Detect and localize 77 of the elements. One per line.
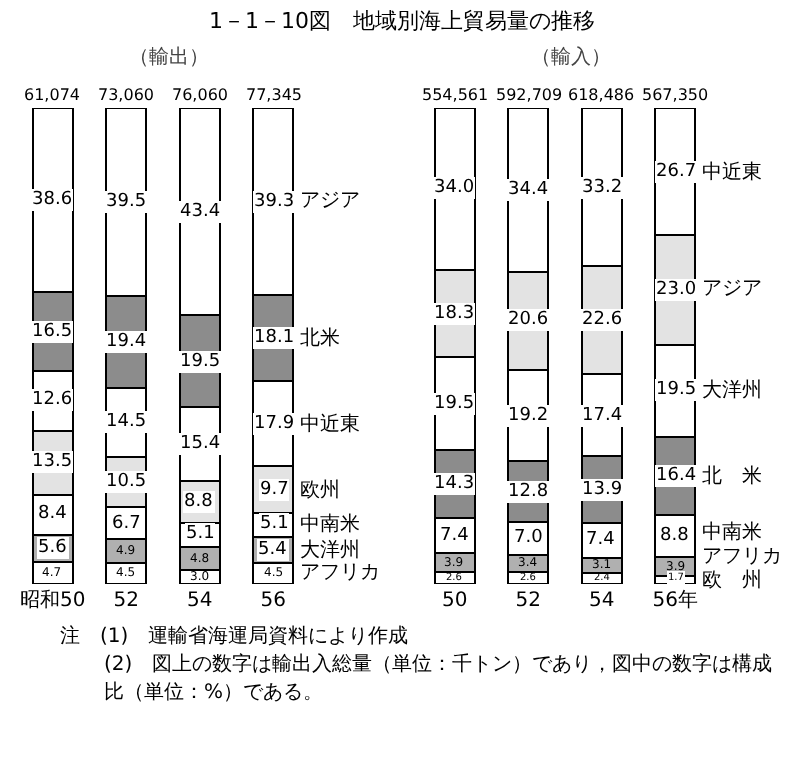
data-label: 5.4 [258, 540, 288, 560]
data-label: 26.7 [656, 162, 697, 182]
x-tick-label: 50 [442, 590, 468, 612]
data-label: 14.5 [106, 412, 147, 432]
x-tick-label: 56 [260, 590, 286, 612]
data-label: 34.4 [508, 180, 549, 200]
data-label: 13.5 [32, 452, 73, 472]
annotation: 73,060 [98, 86, 154, 104]
data-label: 19.5 [656, 380, 697, 400]
annotation: 618,486 [568, 86, 635, 104]
x-tick-label: 昭和50 [20, 588, 86, 612]
data-label: 7.4 [586, 530, 616, 550]
text: (2) 図上の数字は輸出入総量（単位：千トン）であり，図中の数字は構成比（単位：%）である。 [102, 652, 775, 708]
data-label: 7.0 [514, 528, 544, 548]
data-label: 16.5 [32, 322, 73, 342]
data-label: 16.4 [656, 466, 697, 486]
data-label: 34.0 [434, 178, 475, 198]
data-label: 43.4 [180, 202, 221, 222]
annotation: 567,350 [642, 86, 709, 104]
data-label: 8.4 [38, 504, 68, 524]
series-label: アフリカ [702, 546, 782, 568]
x-tick-label: 54 [589, 590, 615, 612]
data-label: 19.5 [434, 394, 475, 414]
data-label: 19.2 [508, 406, 549, 426]
series-label: 大洋州 [702, 378, 762, 402]
series-label: 欧州 [300, 478, 340, 502]
data-label: 5.6 [38, 538, 68, 558]
data-label: 12.6 [32, 390, 73, 410]
series-label: 中南米 [702, 520, 762, 544]
data-label: 23.0 [656, 280, 697, 300]
series-label: アジア [300, 190, 360, 212]
x-tick-label: 54 [187, 590, 213, 612]
text: 注 (1) 運輸省海運局資料により作成 [60, 624, 411, 652]
series-label: 北 米 [702, 464, 762, 488]
data-label: 15.4 [180, 434, 221, 454]
data-label: 13.9 [582, 480, 623, 500]
annotation: 592,709 [496, 86, 563, 104]
chart-subtitle: （輸出） [128, 44, 209, 69]
series-label: 北米 [300, 326, 340, 350]
annotation: 77,345 [246, 86, 302, 104]
data-label: 8.8 [660, 526, 690, 546]
data-label: 9.7 [260, 480, 289, 500]
data-label: 19.4 [106, 332, 147, 352]
chart-subtitle: （輸入） [530, 44, 611, 69]
data-label: 22.6 [582, 310, 623, 330]
data-label: 39.3 [254, 192, 295, 212]
x-tick-label: 52 [515, 590, 541, 612]
data-label: 18.1 [254, 328, 295, 348]
series-label: 中南米 [300, 512, 360, 536]
x-tick-label: 52 [113, 590, 139, 612]
data-label: 14.3 [434, 474, 475, 494]
data-label: 5.1 [186, 524, 215, 544]
annotation: 61,074 [24, 86, 80, 104]
data-label: 8.8 [184, 492, 214, 512]
series-label: 中近東 [300, 412, 360, 436]
data-label: 38.6 [32, 190, 73, 210]
data-label: 12.8 [508, 482, 549, 502]
annotation: 76,060 [172, 86, 228, 104]
data-label: 20.6 [508, 310, 549, 330]
series-label: アフリカ [300, 562, 380, 584]
x-tick-label: 56年 [652, 588, 698, 612]
data-label: 18.3 [434, 304, 475, 324]
data-label: 6.7 [112, 514, 141, 534]
series-label: 中近東 [702, 160, 762, 184]
data-label: 5.1 [260, 514, 289, 534]
data-label: 17.4 [582, 406, 623, 426]
series-label: アジア [702, 278, 762, 300]
data-label: 39.5 [106, 192, 147, 212]
series-label: 大洋州 [300, 538, 360, 562]
data-label: 33.2 [582, 178, 623, 198]
annotation: 554,561 [422, 86, 489, 104]
data-label: 17.9 [254, 414, 295, 434]
series-label: 欧 州 [702, 568, 762, 592]
data-label: 7.4 [440, 526, 470, 546]
text: 1－1－10図 地域別海上貿易量の推移 [207, 6, 597, 38]
data-label: 10.5 [106, 472, 147, 492]
data-label: 19.5 [180, 352, 221, 372]
